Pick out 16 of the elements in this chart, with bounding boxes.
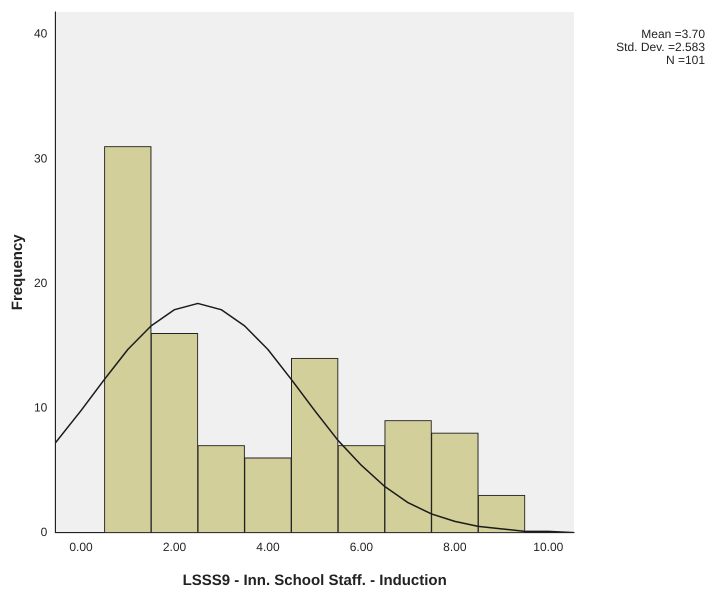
x-tick-label: 0.00: [69, 540, 94, 554]
y-tick-label: 0: [40, 524, 48, 539]
x-tick-label: 8.00: [443, 540, 467, 554]
y-axis-title: Frequency: [9, 234, 26, 310]
x-tick-label: 4.00: [256, 540, 280, 554]
y-tick-label: 20: [34, 276, 48, 290]
y-tick-label: 10: [34, 400, 48, 414]
text: N =101: [664, 53, 705, 67]
x-tick-label: 10.00: [533, 540, 564, 554]
y-tick-label: 30: [34, 151, 48, 166]
y-tick-label: 40: [34, 26, 48, 41]
x-axis-title: LSSS9 - Inn. School Staff. - Induction: [182, 572, 447, 590]
x-tick-label: 6.00: [350, 540, 374, 554]
x-tick-label: 2.00: [162, 540, 186, 554]
text: Std. Dev. =2.583: [616, 40, 705, 54]
text: Mean =3.70: [640, 27, 705, 41]
